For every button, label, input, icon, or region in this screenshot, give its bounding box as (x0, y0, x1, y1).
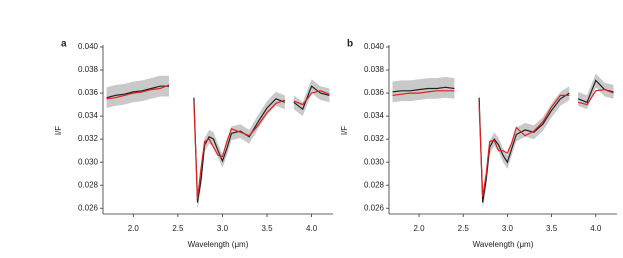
x-axis-label: Wavelength (μm) (473, 240, 534, 249)
x-tick-label: 3.0 (502, 224, 514, 233)
y-tick-label: 0.026 (78, 203, 99, 212)
x-tick-label: 4.0 (590, 224, 602, 233)
y-tick-label: 0.032 (78, 134, 99, 143)
y-tick-label: 0.036 (78, 88, 99, 97)
y-tick-label: 0.028 (364, 180, 385, 189)
x-tick-label: 2.0 (413, 224, 425, 233)
y-tick-label: 0.034 (364, 111, 385, 120)
data-line (106, 84, 330, 200)
data-line (392, 88, 614, 197)
x-tick-label: 2.0 (128, 224, 140, 233)
x-tick-label: 3.5 (261, 224, 273, 233)
y-tick-label: 0.030 (78, 157, 99, 166)
y-tick-label: 0.040 (78, 42, 99, 51)
data-line (106, 85, 330, 203)
x-tick-label: 2.5 (458, 224, 470, 233)
panel-label: a (61, 39, 67, 50)
y-tick-label: 0.030 (364, 157, 385, 166)
uncertainty-band (106, 75, 330, 210)
y-tick-label: 0.026 (364, 203, 385, 212)
y-tick-label: 0.038 (364, 65, 385, 74)
y-axis-label: I/F (340, 126, 349, 135)
y-tick-label: 0.032 (364, 134, 385, 143)
panel-label: b (347, 39, 353, 50)
y-tick-label: 0.028 (78, 180, 99, 189)
y-axis-label: I/F (54, 126, 63, 135)
x-tick-label: 3.0 (217, 224, 229, 233)
y-tick-label: 0.040 (364, 42, 385, 51)
y-tick-label: 0.036 (364, 88, 385, 97)
x-tick-label: 3.5 (546, 224, 558, 233)
x-tick-label: 2.5 (172, 224, 184, 233)
uncertainty-band (392, 73, 614, 210)
y-tick-label: 0.034 (78, 111, 99, 120)
x-tick-label: 4.0 (306, 224, 318, 233)
y-tick-label: 0.038 (78, 65, 99, 74)
x-axis-label: Wavelength (μm) (188, 240, 249, 249)
